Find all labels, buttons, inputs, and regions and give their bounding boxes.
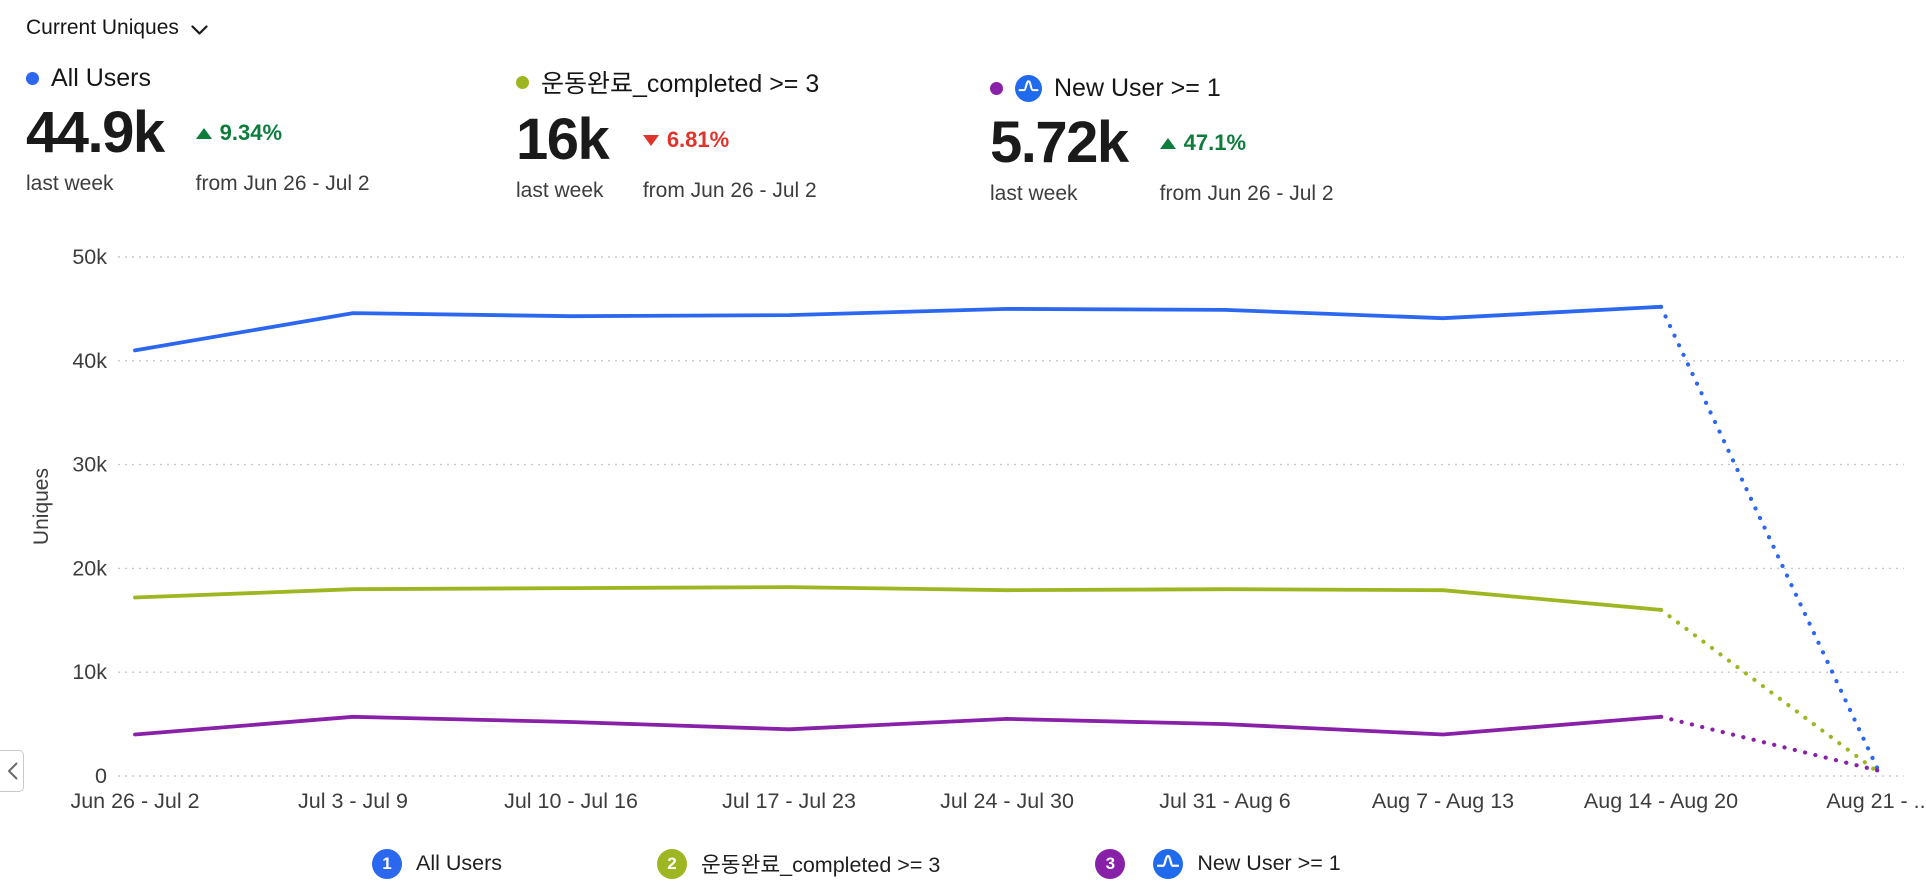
metric-card-all-users: All Users 44.9k 9.34% last week from Jun… xyxy=(26,64,370,196)
svg-text:20k: 20k xyxy=(72,556,107,580)
legend-label: All Users xyxy=(416,851,503,875)
metric-compare-range: from Jun 26 - Jul 2 xyxy=(1159,181,1334,205)
trend-up-icon xyxy=(1159,137,1176,149)
svg-text:10k: 10k xyxy=(72,660,107,684)
legend-series-number: 2 xyxy=(657,848,688,879)
metric-value: 5.72k xyxy=(990,110,1129,175)
svg-text:Jul 24 - Jul 30: Jul 24 - Jul 30 xyxy=(940,789,1074,813)
metric-compare-range: from Jun 26 - Jul 2 xyxy=(195,171,370,195)
chevron-left-icon xyxy=(8,762,18,780)
selector-label: Current Uniques xyxy=(26,16,179,39)
metric-change: 9.34% xyxy=(195,120,370,146)
legend-label: New User >= 1 xyxy=(1197,851,1341,875)
metric-period: last week xyxy=(516,178,604,202)
svg-text:Aug 7 - Aug 13: Aug 7 - Aug 13 xyxy=(1372,789,1514,813)
legend-series-number: 3 xyxy=(1095,848,1126,879)
legend-series-number: 1 xyxy=(372,848,402,879)
series-color-dot xyxy=(990,82,1003,95)
chart-legend: 1 All Users 2 운동완료_completed >= 3 3 New … xyxy=(0,848,1926,879)
metric-card-new-user: New User >= 1 5.72k 47.1% last week from… xyxy=(990,64,1334,206)
series-color-dot xyxy=(26,72,39,85)
trend-down-icon xyxy=(642,134,659,146)
legend-item-new-user[interactable]: 3 New User >= 1 xyxy=(1095,848,1341,879)
metric-value: 44.9k xyxy=(26,100,165,165)
metric-name[interactable]: All Users xyxy=(51,64,152,92)
svg-text:Jul 31 - Aug 6: Jul 31 - Aug 6 xyxy=(1159,789,1291,813)
metric-value: 16k xyxy=(516,107,610,172)
metric-change: 6.81% xyxy=(642,127,819,153)
svg-text:30k: 30k xyxy=(72,453,107,477)
metric-change-percent: 9.34% xyxy=(219,120,283,146)
metric-change-percent: 6.81% xyxy=(666,127,730,153)
svg-text:Jul 10 - Jul 16: Jul 10 - Jul 16 xyxy=(504,789,638,813)
scroll-left-button[interactable] xyxy=(0,750,24,792)
metric-period: last week xyxy=(990,181,1078,205)
legend-item-completed[interactable]: 2 운동완료_completed >= 3 xyxy=(657,848,940,879)
svg-text:Aug 21 - ...: Aug 21 - ... xyxy=(1826,789,1926,813)
amplitude-logo-icon xyxy=(1153,848,1184,879)
uniques-line-chart[interactable]: 0 10k 20k 30k 40k 50k Jun 26 - Jul 2 Jul 3 - Ju… xyxy=(0,230,1926,860)
svg-text:Jul 3 - Jul 9: Jul 3 - Jul 9 xyxy=(298,789,408,813)
metric-name[interactable]: 운동완료_completed >= 3 xyxy=(541,70,820,98)
svg-text:Aug 14 - Aug 20: Aug 14 - Aug 20 xyxy=(1584,789,1738,813)
svg-text:0: 0 xyxy=(95,764,107,788)
metric-card-completed: 운동완료_completed >= 3 16k 6.81% last week … xyxy=(516,64,819,203)
metric-compare-range: from Jun 26 - Jul 2 xyxy=(642,178,817,202)
trend-up-icon xyxy=(195,127,212,139)
metric-name[interactable]: New User >= 1 xyxy=(1054,74,1221,102)
metric-change-percent: 47.1% xyxy=(1183,130,1247,156)
series-color-dot xyxy=(516,75,529,89)
svg-text:50k: 50k xyxy=(72,245,107,269)
legend-item-all-users[interactable]: 1 All Users xyxy=(372,848,503,879)
svg-text:Jun 26 - Jul 2: Jun 26 - Jul 2 xyxy=(70,789,199,813)
chevron-down-icon xyxy=(191,24,208,35)
metric-period: last week xyxy=(26,171,114,195)
svg-text:Jul 17 - Jul 23: Jul 17 - Jul 23 xyxy=(722,789,856,813)
legend-label: 운동완료_completed >= 3 xyxy=(701,853,941,877)
metric-change: 47.1% xyxy=(1159,130,1334,156)
amplitude-logo-icon xyxy=(1015,75,1042,102)
metric-type-selector[interactable]: Current Uniques xyxy=(26,16,208,40)
svg-text:40k: 40k xyxy=(72,349,107,373)
